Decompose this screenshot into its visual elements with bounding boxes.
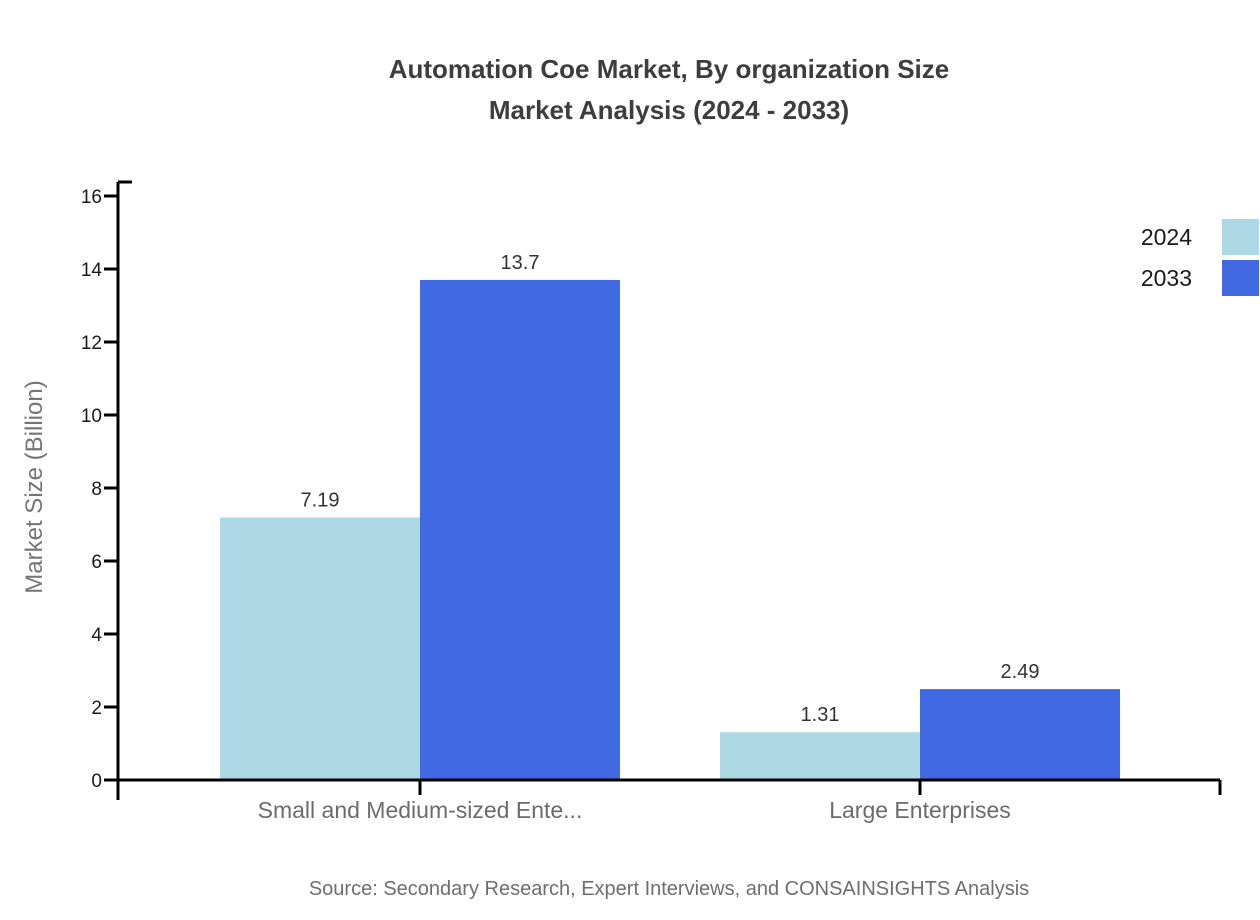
y-tick-label: 12 — [81, 333, 102, 354]
y-tick-label: 16 — [81, 187, 102, 208]
legend-item-2033: 2033 — [1141, 260, 1259, 296]
y-tick-label: 6 — [91, 552, 102, 573]
bar-value-label: 1.31 — [801, 704, 840, 726]
y-tick-label: 2 — [91, 698, 102, 719]
y-tick-label: 8 — [91, 479, 102, 500]
bar-2024-large-enterprises — [720, 732, 920, 780]
bar-2024-sme — [220, 517, 420, 780]
category-label: Small and Medium-sized Ente... — [258, 797, 583, 823]
chart-title-line1: Automation Coe Market, By organization S… — [388, 54, 950, 84]
y-tick-label: 0 — [91, 771, 102, 792]
legend-swatch-2033 — [1222, 260, 1259, 296]
category-label: Large Enterprises — [829, 797, 1011, 823]
chart-title: Automation Coe Market, By organization S… — [118, 49, 1220, 131]
bar-value-label: 7.19 — [301, 490, 340, 512]
y-tick-label: 14 — [81, 260, 103, 281]
legend-item-2024: 2024 — [1141, 219, 1259, 255]
y-tick-label: 10 — [81, 406, 102, 427]
bar-value-label: 13.7 — [501, 252, 540, 274]
source-note: Source: Secondary Research, Expert Inter… — [308, 878, 1030, 900]
legend: 2024 2033 — [1141, 219, 1259, 296]
y-tick-label: 4 — [91, 625, 102, 646]
legend-label-2033: 2033 — [1140, 264, 1192, 291]
bar-2033-sme — [420, 279, 620, 780]
bar-value-label: 2.49 — [1001, 661, 1040, 683]
chart-title-line2: Market Analysis (2024 - 2033) — [488, 95, 850, 125]
legend-swatch-2024 — [1222, 219, 1259, 255]
legend-label-2024: 2024 — [1140, 223, 1192, 250]
bar-2033-large-enterprises — [920, 689, 1120, 780]
